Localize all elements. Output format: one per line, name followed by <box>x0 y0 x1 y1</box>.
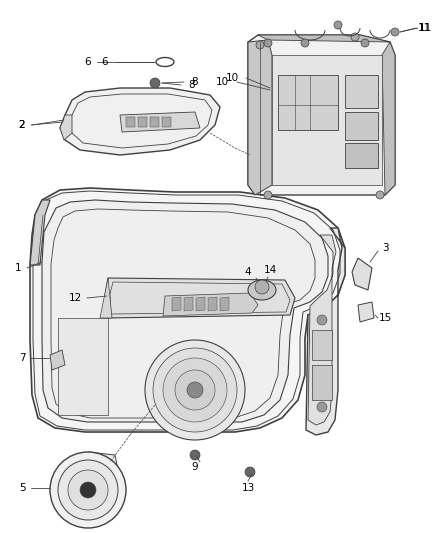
Text: 6: 6 <box>85 57 91 67</box>
Polygon shape <box>258 35 390 42</box>
Polygon shape <box>345 75 378 108</box>
Polygon shape <box>126 117 135 127</box>
Text: 7: 7 <box>19 353 25 363</box>
Polygon shape <box>352 258 372 290</box>
Polygon shape <box>345 143 378 168</box>
Text: 5: 5 <box>19 483 25 493</box>
Polygon shape <box>58 318 108 415</box>
Polygon shape <box>60 88 220 155</box>
Polygon shape <box>138 117 147 127</box>
Text: 1: 1 <box>15 263 21 273</box>
Text: 2: 2 <box>19 120 25 130</box>
Text: 10: 10 <box>226 73 239 83</box>
Circle shape <box>264 191 272 199</box>
Text: 13: 13 <box>241 483 254 493</box>
Polygon shape <box>100 278 112 318</box>
Polygon shape <box>312 330 332 360</box>
Polygon shape <box>382 42 395 195</box>
Polygon shape <box>248 40 272 195</box>
Circle shape <box>153 348 237 432</box>
Polygon shape <box>150 117 159 127</box>
Circle shape <box>361 39 369 47</box>
Circle shape <box>351 33 359 41</box>
Polygon shape <box>220 297 229 311</box>
Text: 11: 11 <box>417 23 431 33</box>
Text: 12: 12 <box>68 293 81 303</box>
Polygon shape <box>278 75 338 130</box>
Circle shape <box>150 78 160 88</box>
Circle shape <box>301 39 309 47</box>
Polygon shape <box>208 297 217 311</box>
Polygon shape <box>312 365 332 400</box>
Polygon shape <box>30 188 345 432</box>
Text: 15: 15 <box>378 313 392 323</box>
Polygon shape <box>272 55 382 185</box>
Circle shape <box>256 41 264 49</box>
Polygon shape <box>172 297 181 311</box>
Text: 10: 10 <box>215 77 229 87</box>
Ellipse shape <box>248 280 276 300</box>
Circle shape <box>376 191 384 199</box>
Polygon shape <box>196 297 205 311</box>
Circle shape <box>58 460 118 520</box>
Circle shape <box>190 450 200 460</box>
Text: 6: 6 <box>102 57 108 67</box>
Polygon shape <box>184 297 193 311</box>
Polygon shape <box>105 278 295 318</box>
Circle shape <box>163 358 227 422</box>
Polygon shape <box>42 200 328 422</box>
Text: 8: 8 <box>189 80 195 90</box>
Text: 14: 14 <box>263 265 277 275</box>
Circle shape <box>264 39 272 47</box>
Text: 3: 3 <box>381 243 389 253</box>
Circle shape <box>317 402 327 412</box>
Text: 8: 8 <box>192 77 198 87</box>
Text: 2: 2 <box>19 120 25 130</box>
Circle shape <box>245 467 255 477</box>
Circle shape <box>255 280 269 294</box>
Polygon shape <box>308 235 336 425</box>
Polygon shape <box>30 200 50 265</box>
Text: 4: 4 <box>245 267 251 277</box>
Circle shape <box>391 28 399 36</box>
Polygon shape <box>163 293 258 316</box>
Circle shape <box>80 482 96 498</box>
Polygon shape <box>358 302 374 322</box>
Circle shape <box>317 315 327 325</box>
Circle shape <box>334 21 342 29</box>
Circle shape <box>175 370 215 410</box>
Polygon shape <box>60 115 72 140</box>
Circle shape <box>68 470 108 510</box>
Circle shape <box>187 382 203 398</box>
Text: 11: 11 <box>418 23 431 33</box>
Polygon shape <box>88 452 118 515</box>
Polygon shape <box>120 112 200 132</box>
Polygon shape <box>345 112 378 140</box>
Circle shape <box>50 452 126 528</box>
Circle shape <box>145 340 245 440</box>
Text: 9: 9 <box>192 462 198 472</box>
Polygon shape <box>306 228 345 435</box>
Polygon shape <box>162 117 171 127</box>
Polygon shape <box>248 35 395 195</box>
Polygon shape <box>50 350 65 370</box>
